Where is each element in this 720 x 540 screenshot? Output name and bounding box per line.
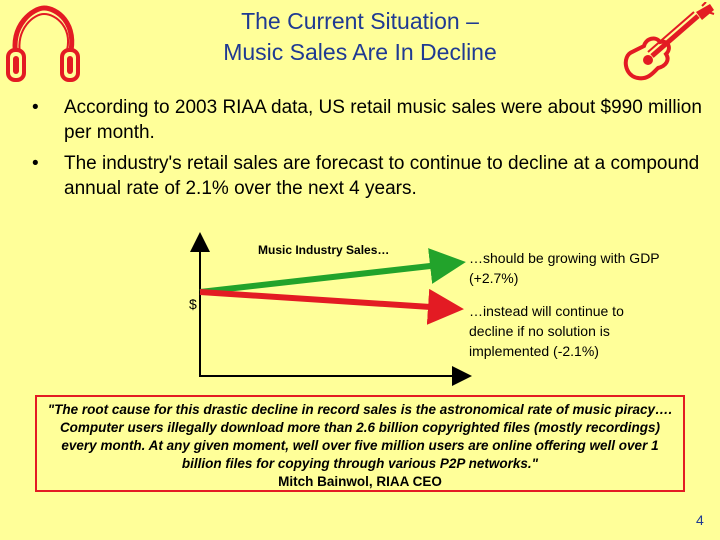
bullet-item: • The industry's retail sales are foreca… xyxy=(32,151,702,201)
bullet-glyph: • xyxy=(32,153,39,174)
bullet-text: According to 2003 RIAA data, US retail m… xyxy=(64,97,702,143)
quote-author: Mitch Bainwol, RIAA CEO xyxy=(278,474,442,489)
growth-note: …should be growing with GDP (+2.7%) xyxy=(469,250,660,286)
page-number: 4 xyxy=(696,512,704,528)
guitar-icon xyxy=(623,2,715,81)
bullet-text: The industry's retail sales are forecast… xyxy=(64,153,700,199)
bullet-glyph: • xyxy=(32,97,39,118)
growth-arrow xyxy=(199,248,466,295)
title-line-1: The Current Situation – xyxy=(241,8,479,34)
headphones-icon xyxy=(6,5,80,82)
decline-arrow xyxy=(199,288,464,325)
decline-note: …instead will continue to decline if no … xyxy=(469,303,624,359)
bullet-item: • According to 2003 RIAA data, US retail… xyxy=(32,95,702,145)
quote-text: "The root cause for this drastic decline… xyxy=(47,402,673,471)
slide-title: The Current Situation – Music Sales Are … xyxy=(150,6,570,68)
quote-box: "The root cause for this drastic decline… xyxy=(35,395,685,492)
title-line-2: Music Sales Are In Decline xyxy=(223,39,497,65)
y-axis-symbol: $ xyxy=(189,296,197,312)
chart-label: Music Industry Sales… xyxy=(258,243,390,257)
bullet-list: • According to 2003 RIAA data, US retail… xyxy=(32,95,702,207)
